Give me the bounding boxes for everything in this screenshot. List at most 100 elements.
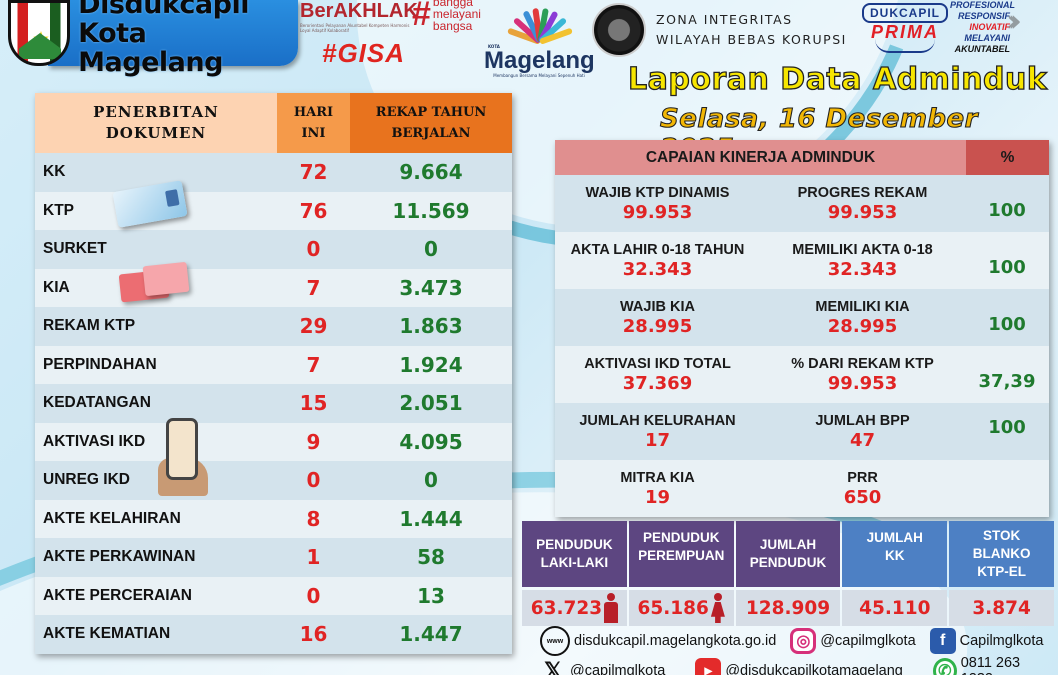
metric-value: 37.369 <box>622 372 693 394</box>
stat-value: 63.723 <box>530 597 603 619</box>
values-list: PROFESIONAL RESPONSIF INOVATIF MELAYANI … <box>950 0 1016 55</box>
facebook-link[interactable]: f Capilmglkota <box>929 628 1044 654</box>
col-header-year-l2: BERJALAN <box>391 126 471 141</box>
prima-top-text: DUKCAPIL <box>862 3 948 23</box>
row-today: 8 <box>306 506 321 531</box>
kia-card-icon <box>118 261 190 303</box>
phone-ikd-icon <box>158 418 208 496</box>
row-label: AKTE KEMATIAN <box>43 625 171 643</box>
row-label: REKAM KTP <box>43 317 136 335</box>
brand-logo: Disdukcapil Kota Magelang <box>8 0 298 77</box>
col-header-year: REKAP TAHUN BERJALAN <box>350 93 512 153</box>
stat-header-line: STOK <box>982 528 1021 543</box>
female-person-icon <box>710 593 725 623</box>
table-row: AKTE KEMATIAN 16 1.447 <box>35 615 512 654</box>
row-today: 15 <box>299 391 328 416</box>
magelang-fan-icon <box>489 4 589 45</box>
zona-integritas-logo: ZONA INTEGRITAS WILAYAH BEBAS KORUPSI <box>592 3 847 57</box>
metric-value: 32.343 <box>622 258 693 280</box>
stat-value: 3.874 <box>972 597 1031 619</box>
brand-line-1: Disdukcapil <box>78 0 249 20</box>
table-row: PERPINDAHAN 7 1.924 <box>35 345 512 384</box>
row-label: KTP <box>43 201 74 219</box>
table-row: AKTE PERCERAIAN 0 13 <box>35 576 512 615</box>
row-year: 0 <box>424 468 438 493</box>
bangga-mark-icon: # <box>412 0 431 33</box>
table-row: UNREG IKD 0 0 <box>35 461 512 500</box>
zona-line-2: WILAYAH BEBAS KORUPSI <box>656 32 847 47</box>
population-values: 63.723 65.186 128.909 45.110 3.874 <box>522 590 1054 626</box>
row-year: 3.473 <box>399 275 463 300</box>
metric-label: PROGRES REKAM <box>797 184 928 201</box>
value-item: PROFESIONAL <box>950 0 1016 10</box>
row-today: 9 <box>306 429 321 454</box>
x-icon: 𝕏 <box>544 658 562 675</box>
documents-table-body: KK 72 9.664 KTP 76 11.569 SURKET 0 0 KIA 7 3.473… <box>35 153 512 654</box>
row-label: PERPINDAHAN <box>43 355 157 373</box>
metric-label: JUMLAH BPP <box>815 412 910 429</box>
row-year: 9.664 <box>399 160 463 185</box>
instagram-link[interactable]: ◎ @capilmglkota <box>790 628 916 654</box>
gisa-logo: #GISA <box>322 38 406 68</box>
population-stats: PENDUDUK LAKI-LAKI PENDUDUK PEREMPUAN JUML… <box>522 521 1054 626</box>
row-label: AKTE PERCERAIAN <box>43 586 192 604</box>
whatsapp-text: 0811 263 1232 <box>960 655 1021 675</box>
stat-value-male: 63.723 <box>522 590 627 626</box>
table-row: KK 72 9.664 <box>35 153 512 192</box>
instagram-icon: ◎ <box>790 628 817 654</box>
value-item: MELAYANI <box>964 33 1010 43</box>
stat-header-line: JUMLAH <box>866 530 923 545</box>
capaian-row: AKTIVASI IKD TOTAL 37.369 % DARI REKAM KT… <box>555 346 1049 403</box>
whatsapp-icon: ✆ <box>932 658 957 675</box>
capaian-row: JUMLAH KELURAHAN 17 JUMLAH BPP 47 100 <box>555 403 1049 460</box>
documents-table-header: PENERBITAN DOKUMEN HARI INI REKAP TAHUN BE… <box>35 93 512 153</box>
metric-percent: 100 <box>988 200 1026 221</box>
facebook-text: Capilmglkota <box>959 633 1044 649</box>
capaian-row: AKTA LAHIR 0-18 TAHUN 32.343 MEMILIKI AKT… <box>555 232 1049 289</box>
stat-value-blanko: 3.874 <box>949 590 1054 626</box>
metric-percent <box>965 482 1049 496</box>
facebook-icon: f <box>929 628 956 654</box>
x-text: @capilmglkota <box>570 663 666 675</box>
value-item: INOVATIF <box>969 22 1010 32</box>
website-link[interactable]: www disdukcapil.magelangkota.go.id <box>540 626 776 656</box>
table-row: REKAM KTP 29 1.863 <box>35 307 512 346</box>
stat-header-line: LAKI-LAKI <box>540 555 609 570</box>
row-today: 0 <box>306 237 321 262</box>
row-year: 1.447 <box>399 622 463 647</box>
row-label: UNREG IKD <box>43 471 130 489</box>
zona-badge-icon <box>592 3 646 57</box>
metric-label: MEMILIKI KIA <box>815 298 910 315</box>
row-today: 76 <box>299 198 328 223</box>
youtube-link[interactable]: ▶ @disdukcapilkotamagelang <box>695 658 903 675</box>
table-row: SURKET 0 0 <box>35 230 512 269</box>
stat-header-line: JUMLAH <box>759 537 817 552</box>
male-person-icon <box>604 593 619 623</box>
stat-header-female: PENDUDUK PEREMPUAN <box>628 521 734 587</box>
berakhlak-logo: BerAKHLAK Berorientasi Pelayanan Akuntab… <box>300 0 418 33</box>
capaian-row: WAJIB KTP DINAMIS 99.953 PROGRES REKAM 99.… <box>555 175 1049 232</box>
value-item: RESPONSIF <box>957 11 1010 21</box>
row-year: 2.051 <box>399 391 463 416</box>
capaian-title: CAPAIAN KINERJA ADMINDUK <box>555 140 966 175</box>
whatsapp-link[interactable]: ✆ 0811 263 1232 <box>932 655 1046 675</box>
row-today: 7 <box>306 275 321 300</box>
capaian-body: WAJIB KTP DINAMIS 99.953 PROGRES REKAM 99.… <box>555 175 1049 517</box>
bangga-word: melayani <box>432 7 481 21</box>
col-header-document-text: PENERBITAN DOKUMEN <box>93 103 219 142</box>
bangga-word: bangsa <box>432 19 473 33</box>
stat-header-line: BLANKO <box>972 546 1031 561</box>
capaian-row: WAJIB KIA 28.995 MEMILIKI KIA 28.995 100 <box>555 289 1049 346</box>
stat-header-line: PENDUDUK <box>749 555 827 570</box>
youtube-text: @disdukcapilkotamagelang <box>725 663 903 675</box>
zona-line-1: ZONA INTEGRITAS <box>656 12 793 27</box>
metric-value: 99.953 <box>622 201 693 223</box>
metric-value: 650 <box>843 486 882 508</box>
youtube-icon: ▶ <box>695 658 722 675</box>
row-today: 16 <box>299 622 328 647</box>
x-link[interactable]: 𝕏 @capilmglkota <box>540 658 665 675</box>
metric-value: 17 <box>644 429 671 451</box>
row-today: 29 <box>299 314 328 339</box>
stat-header-line: KTP-EL <box>977 564 1026 579</box>
row-today: 7 <box>306 352 321 377</box>
